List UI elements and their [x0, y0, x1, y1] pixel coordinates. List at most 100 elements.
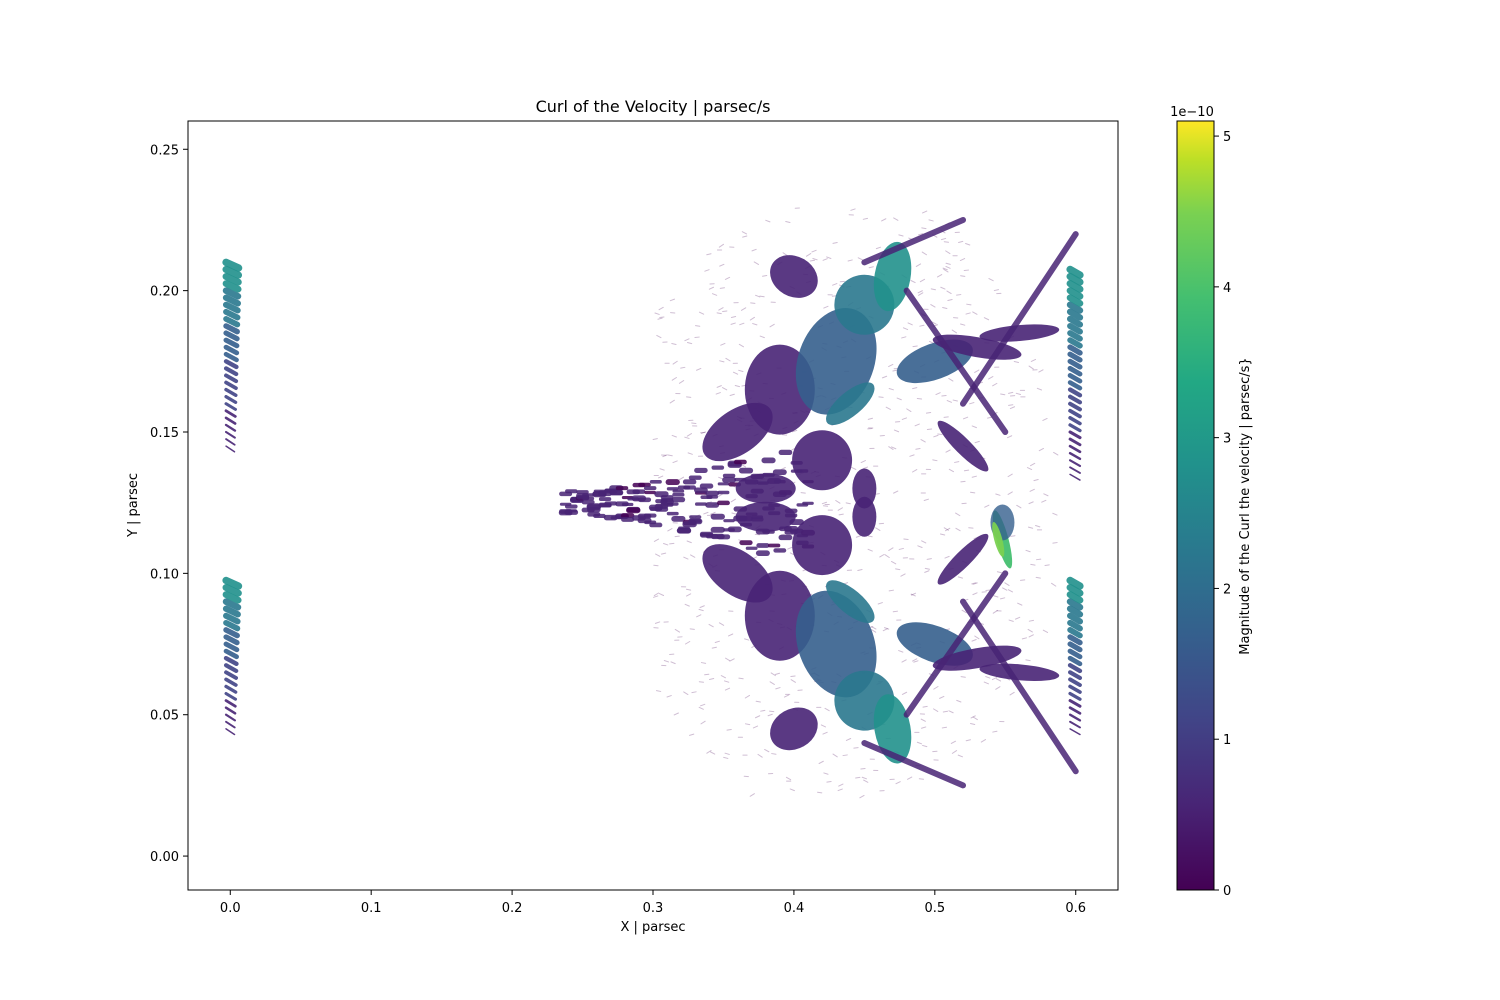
vector-streak	[993, 289, 1000, 292]
vector-streak	[1025, 659, 1031, 662]
vector-streak	[669, 399, 675, 404]
x-axis-label: X | parsec	[620, 920, 685, 935]
vector-streak	[917, 290, 923, 294]
vector-streak	[988, 278, 994, 282]
vector-streak	[680, 366, 686, 369]
vector-streak	[870, 629, 877, 633]
vector-streak	[759, 295, 765, 298]
vector-streak	[225, 728, 236, 736]
vector-streak	[711, 646, 717, 649]
vector-streak	[223, 351, 239, 363]
vector-streak	[910, 279, 916, 284]
vector-streak	[951, 329, 957, 334]
vector-cluster	[792, 430, 853, 491]
vector-streak	[838, 513, 844, 516]
vector-streak	[750, 302, 756, 304]
vector-streak	[678, 476, 685, 481]
vector-streak	[915, 447, 921, 450]
vector-streak	[683, 691, 689, 696]
vector-streak	[947, 299, 953, 301]
vector-streak	[812, 258, 818, 261]
vector-streak	[714, 640, 720, 644]
vector-streak	[224, 387, 238, 397]
vector-streak	[863, 779, 869, 783]
vector-streak	[223, 316, 241, 328]
vector-streak	[914, 423, 920, 427]
vector-streak	[225, 720, 236, 729]
vector-streak	[1015, 392, 1022, 396]
vector-streak	[1066, 294, 1084, 307]
vector-streak	[775, 687, 781, 690]
vector-streak	[223, 366, 239, 377]
vector-streak	[654, 312, 660, 315]
vector-streak	[1021, 637, 1028, 640]
vector-streak	[944, 555, 950, 559]
vector-streak	[223, 648, 239, 660]
vector-streak	[711, 293, 718, 296]
vector-streak	[728, 633, 734, 637]
vector-streak	[974, 440, 980, 444]
vector-streak	[916, 398, 923, 400]
vector-streak	[1068, 713, 1082, 722]
vector-streak	[790, 675, 796, 678]
y-tick-label: 0.00	[150, 850, 179, 865]
vector-streak	[888, 446, 894, 450]
vector-streak	[921, 251, 927, 256]
vector-streak	[1010, 535, 1016, 537]
vector-streak	[837, 507, 843, 511]
vector-streak	[875, 246, 882, 250]
vector-streak	[718, 243, 725, 248]
vector-streak	[759, 335, 765, 339]
vector-streak	[868, 266, 874, 269]
vector-streak	[744, 723, 751, 726]
vector-streak	[932, 459, 938, 462]
vector-streak	[225, 430, 236, 439]
vector-streak	[1067, 387, 1083, 398]
vector-streak	[1030, 462, 1036, 467]
vector-streak	[903, 287, 1009, 435]
vector-streak	[971, 638, 977, 642]
vector-streak	[855, 776, 861, 779]
vector-streak	[1009, 691, 1015, 696]
vector-streak	[225, 445, 236, 453]
vector-streak	[698, 608, 704, 612]
vector-streak	[769, 710, 775, 713]
vector-streak	[724, 657, 731, 662]
vector-streak	[700, 431, 707, 434]
vector-streak	[860, 767, 866, 770]
vector-streak	[769, 323, 775, 328]
x-tick-label: 0.1	[361, 901, 382, 916]
vector-streak	[785, 776, 792, 781]
colorbar-bar	[1176, 120, 1215, 891]
vector-streak	[826, 256, 832, 260]
vector-streak	[861, 216, 966, 266]
vector-streak	[655, 690, 662, 692]
vector-streak	[718, 307, 724, 311]
vector-streak	[940, 237, 947, 241]
vector-streak	[972, 311, 978, 315]
vector-streak	[695, 325, 701, 327]
vector-streak	[718, 476, 724, 480]
vector-streak	[845, 738, 852, 741]
vector-streak	[224, 373, 239, 384]
vector-streak	[912, 387, 918, 390]
vector-streak	[659, 468, 665, 471]
vector-streak	[888, 388, 894, 391]
vector-streak	[722, 310, 728, 313]
vector-streak	[922, 744, 928, 748]
vector-streak	[222, 265, 243, 279]
vector-cluster	[826, 580, 875, 623]
vector-streak	[895, 568, 901, 571]
vector-streak	[1008, 619, 1014, 622]
vector-streak	[824, 707, 830, 712]
vector-streak	[928, 219, 934, 222]
vector-streak	[901, 417, 907, 420]
vector-streak	[700, 662, 707, 664]
vector-streak	[888, 589, 894, 592]
vector-streak	[898, 650, 904, 653]
vector-streak	[708, 623, 714, 628]
vector-streak	[696, 367, 702, 371]
vector-streak	[658, 475, 664, 479]
y-tick-label: 0.15	[150, 426, 179, 441]
